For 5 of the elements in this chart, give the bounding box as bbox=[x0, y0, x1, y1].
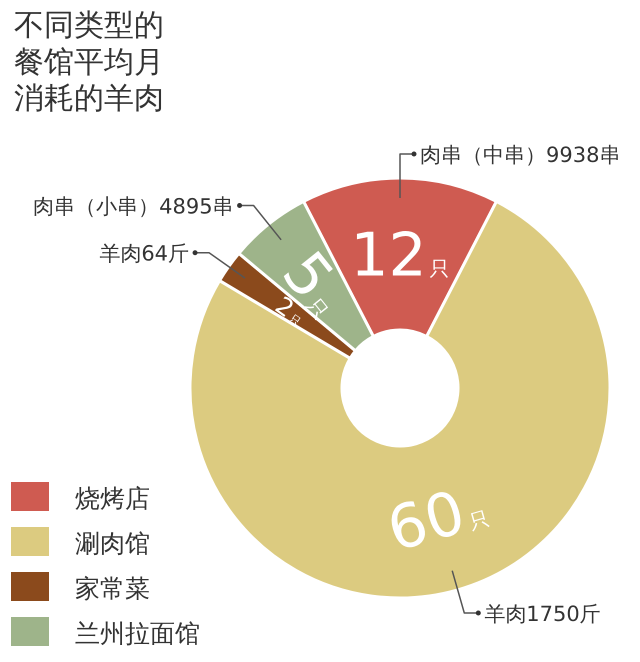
legend-label: 兰州拉面馆 bbox=[75, 619, 200, 648]
legend-label: 家常菜 bbox=[75, 574, 150, 603]
legend-label: 烧烤店 bbox=[75, 484, 150, 513]
title: 不同类型的餐馆平均月消耗的羊肉 bbox=[14, 8, 165, 118]
legend-label: 涮肉馆 bbox=[75, 529, 150, 558]
